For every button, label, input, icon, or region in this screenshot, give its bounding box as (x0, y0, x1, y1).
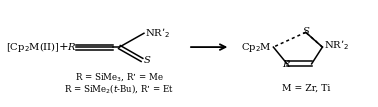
Text: R = SiMe$_2$($t$-Bu), R’ = Et: R = SiMe$_2$($t$-Bu), R’ = Et (64, 82, 174, 95)
Text: R: R (67, 43, 74, 52)
Text: S: S (302, 27, 309, 36)
Text: R = SiMe$_3$, R’ = Me: R = SiMe$_3$, R’ = Me (75, 71, 164, 83)
Text: R: R (282, 60, 290, 69)
Text: S: S (144, 56, 151, 65)
Text: [Cp$_2$M(II)]: [Cp$_2$M(II)] (6, 40, 60, 54)
Text: +: + (59, 42, 68, 52)
Text: NR’$_2$: NR’$_2$ (145, 26, 170, 40)
Text: Cp$_2$M: Cp$_2$M (241, 41, 271, 54)
Text: M = Zr, Ti: M = Zr, Ti (282, 84, 330, 93)
Text: NR’$_2$: NR’$_2$ (324, 38, 350, 52)
